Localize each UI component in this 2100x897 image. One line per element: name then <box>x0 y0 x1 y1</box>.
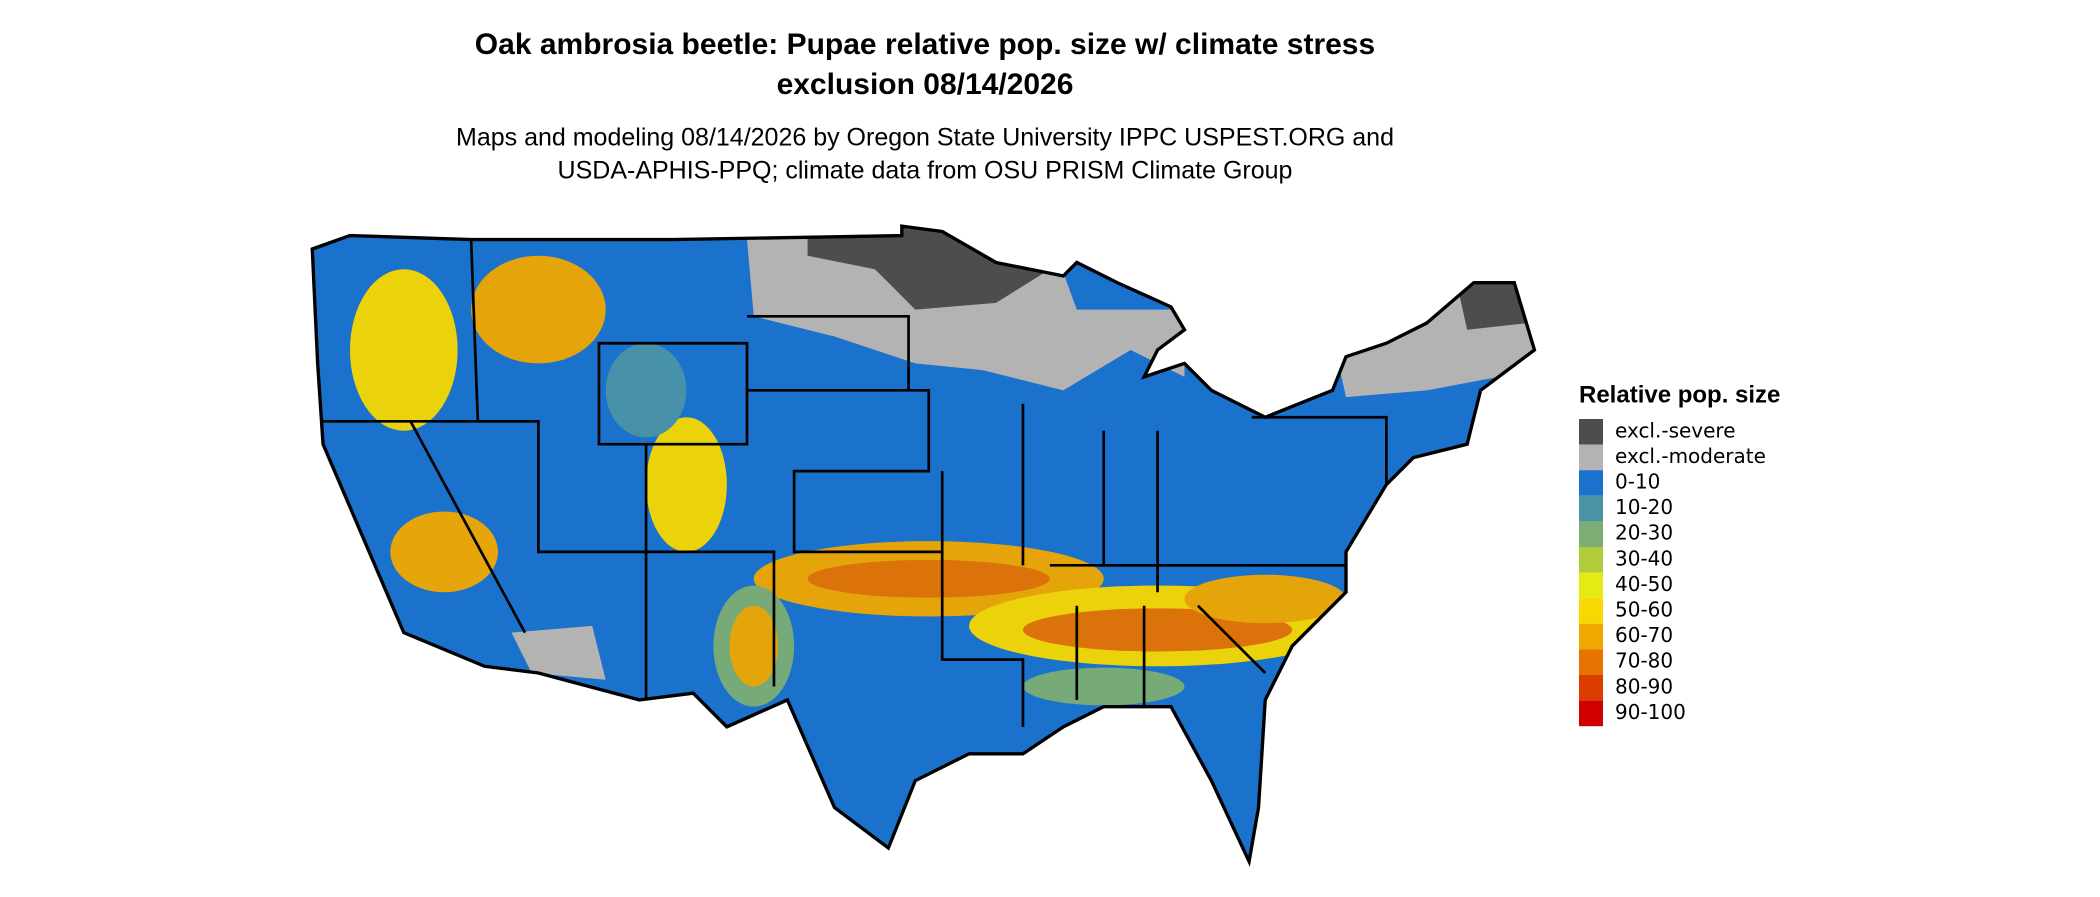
legend-label: 10-20 <box>1615 495 1673 519</box>
subtitle-line: Maps and modeling 08/14/2026 by Oregon S… <box>456 124 1394 152</box>
legend-title: Relative pop. size <box>1579 381 1780 408</box>
legend-label: excl.-moderate <box>1615 444 1766 468</box>
legend-label: 60-70 <box>1615 623 1673 647</box>
legend-swatch <box>1579 623 1603 650</box>
legend-label: 50-60 <box>1615 598 1673 622</box>
legend-swatch <box>1579 521 1603 547</box>
legend-label: 0-10 <box>1615 470 1660 494</box>
legend-label: excl.-severe <box>1615 418 1736 442</box>
legend-swatch <box>1579 547 1603 573</box>
legend-label: 90-100 <box>1615 700 1686 724</box>
title-line: Oak ambrosia beetle: Pupae relative pop.… <box>475 28 1375 61</box>
legend-swatch <box>1579 572 1603 599</box>
legend-label: 80-90 <box>1615 674 1673 698</box>
legend-swatch <box>1579 470 1603 496</box>
us-map <box>310 224 1537 867</box>
legend-swatch <box>1579 649 1603 675</box>
legend-swatch <box>1579 419 1603 445</box>
subtitle-line: USDA-APHIS-PPQ; climate data from OSU PR… <box>558 157 1293 185</box>
legend-label: 30-40 <box>1615 546 1673 570</box>
legend-swatch <box>1579 700 1603 727</box>
legend-swatch <box>1579 444 1603 471</box>
title-line: exclusion 08/14/2026 <box>777 68 1074 101</box>
legend-swatch <box>1579 495 1603 522</box>
legend-swatch <box>1579 675 1603 701</box>
legend-label: 70-80 <box>1615 649 1673 673</box>
legend-swatch <box>1579 598 1603 624</box>
legend-label: 20-30 <box>1615 521 1673 545</box>
legend: excl.-severeexcl.-moderate0-1010-2020-30… <box>1579 418 1766 727</box>
legend-label: 40-50 <box>1615 572 1673 596</box>
